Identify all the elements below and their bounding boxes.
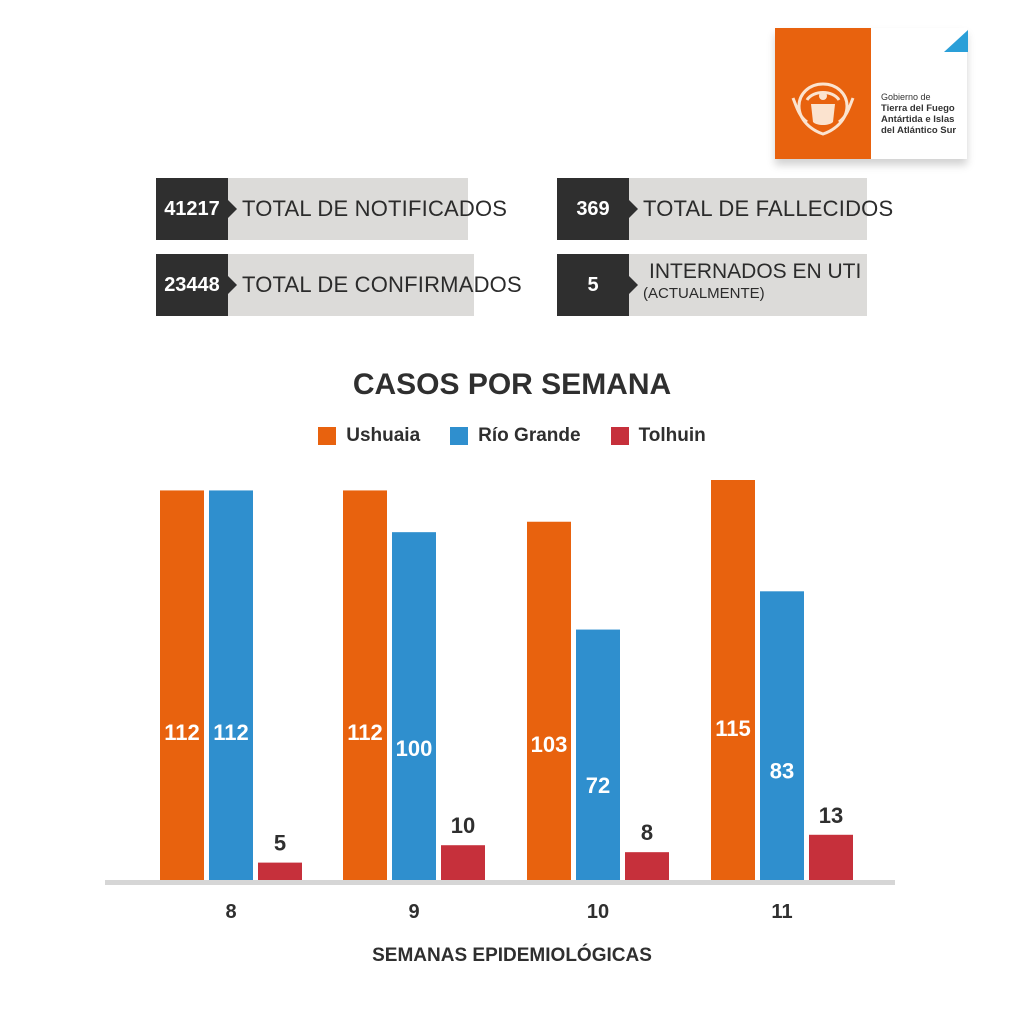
bar-r-o-grande-week-11	[760, 591, 804, 880]
stat-value: 5	[557, 254, 629, 316]
logo-line-3: Antártida e Islas	[881, 114, 955, 125]
legend-swatch	[450, 427, 469, 445]
legend-item-rio-grande: Río Grande	[450, 425, 581, 447]
bar-ushuaia-week-10	[527, 521, 571, 880]
bar-r-o-grande-week-8	[209, 490, 253, 880]
x-axis-baseline	[105, 880, 895, 885]
legend-item-ushuaia: Ushuaia	[318, 425, 420, 447]
arrow-icon	[228, 276, 237, 294]
stat-label-sub: (ACTUALMENTE)	[643, 285, 765, 302]
logo-line-1: Gobierno de	[881, 92, 931, 102]
logo-line-2: Tierra del Fuego	[881, 103, 955, 114]
x-axis-title: SEMANAS EPIDEMIOLÓGICAS	[372, 945, 652, 966]
bar-r-o-grande-week-9	[392, 532, 436, 880]
chart-legend: Ushuaia Río Grande Tolhuin	[0, 425, 1024, 447]
legend-label: Ushuaia	[346, 425, 421, 446]
bar-ushuaia-week-11	[711, 480, 755, 880]
data-label-tolhuin-week-9: 10	[451, 813, 475, 838]
bar-tolhuin-week-8	[258, 862, 302, 880]
legend-label: Tolhuin	[638, 425, 706, 446]
legend-item-tolhuin: Tolhuin	[610, 425, 706, 447]
arrow-icon	[228, 200, 237, 218]
x-tick-label-10: 10	[587, 901, 609, 923]
legend-label: Río Grande	[478, 425, 581, 446]
stat-total-fallecidos: 369 TOTAL DE FALLECIDOS	[557, 178, 893, 240]
data-label-tolhuin-week-8: 5	[274, 831, 286, 856]
stat-label: TOTAL DE NOTIFICADOS	[242, 196, 508, 221]
x-tick-label-11: 11	[771, 901, 792, 923]
data-label-r-o-grande-week-9: 100	[396, 736, 433, 761]
bar-r-o-grande-week-10	[576, 629, 620, 880]
x-tick-label-9: 9	[408, 901, 419, 923]
bar-tolhuin-week-10	[625, 852, 669, 880]
stat-total-notificados: 41217 TOTAL DE NOTIFICADOS	[156, 178, 507, 240]
data-label-ushuaia-week-8: 112	[164, 720, 200, 745]
stat-value: 369	[557, 178, 629, 240]
logo-emblem-panel	[775, 28, 871, 159]
stat-label-main: INTERNADOS EN UTI	[649, 260, 862, 283]
legend-swatch	[318, 427, 337, 445]
legend-swatch	[610, 427, 629, 445]
data-label-r-o-grande-week-8: 112	[213, 720, 249, 745]
coat-of-arms-icon	[791, 82, 855, 136]
data-label-ushuaia-week-10: 103	[531, 732, 568, 757]
arrow-icon	[629, 200, 638, 218]
stat-label: TOTAL DE CONFIRMADOS	[242, 272, 522, 297]
logo-line-4: del Atlántico Sur	[881, 125, 957, 136]
stat-total-confirmados: 23448 TOTAL DE CONFIRMADOS	[156, 254, 522, 316]
government-logo: Gobierno de Tierra del Fuego Antártida e…	[775, 28, 967, 159]
data-label-r-o-grande-week-11: 83	[770, 758, 794, 783]
corner-accent-triangle	[944, 30, 968, 52]
stat-label: TOTAL DE FALLECIDOS	[643, 196, 894, 221]
chart-title: CASOS POR SEMANA	[352, 368, 672, 401]
bar-ushuaia-week-8	[160, 490, 204, 880]
data-label-ushuaia-week-9: 112	[347, 720, 383, 745]
bar-ushuaia-week-9	[343, 490, 387, 880]
data-label-ushuaia-week-11: 115	[715, 716, 751, 741]
x-tick-label-8: 8	[225, 901, 236, 923]
stat-internados-uti: 5 INTERNADOS EN UTI (ACTUALMENTE)	[557, 254, 867, 316]
data-label-r-o-grande-week-10: 72	[586, 773, 610, 798]
arrow-icon	[629, 276, 638, 294]
data-label-tolhuin-week-10: 8	[641, 820, 653, 845]
logo-text: Gobierno de Tierra del Fuego Antártida e…	[881, 92, 967, 136]
data-label-tolhuin-week-11: 13	[819, 803, 843, 828]
bar-tolhuin-week-11	[809, 834, 853, 880]
bar-tolhuin-week-9	[441, 845, 485, 880]
stat-value: 41217	[156, 178, 228, 240]
stat-value: 23448	[156, 254, 228, 316]
stat-label: INTERNADOS EN UTI (ACTUALMENTE)	[643, 260, 862, 304]
